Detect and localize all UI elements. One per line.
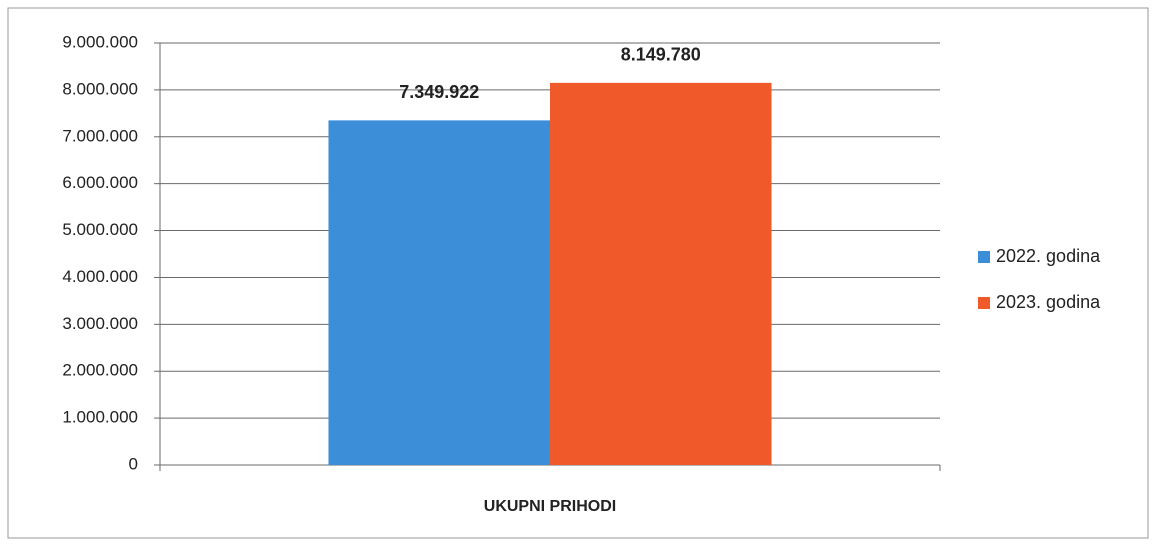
y-tick-label: 2.000.000 xyxy=(62,361,138,380)
legend-swatch xyxy=(978,297,990,309)
y-tick-label: 9.000.000 xyxy=(62,32,138,51)
data-label: 7.349.922 xyxy=(399,82,479,102)
y-tick-label: 4.000.000 xyxy=(62,267,138,286)
bar xyxy=(550,82,772,465)
y-tick-label: 6.000.000 xyxy=(62,173,138,192)
y-tick-label: 8.000.000 xyxy=(62,79,138,98)
bar xyxy=(328,120,550,465)
y-tick-label: 0 xyxy=(129,454,138,473)
legend-label: 2022. godina xyxy=(996,246,1101,266)
legend-label: 2023. godina xyxy=(996,292,1101,312)
y-tick-label: 7.000.000 xyxy=(62,126,138,145)
legend-swatch xyxy=(978,251,990,263)
y-tick-label: 1.000.000 xyxy=(62,408,138,427)
x-tick-label: UKUPNI PRIHODI xyxy=(484,498,616,515)
data-label: 8.149.780 xyxy=(621,45,701,65)
y-tick-label: 3.000.000 xyxy=(62,314,138,333)
y-tick-label: 5.000.000 xyxy=(62,220,138,239)
